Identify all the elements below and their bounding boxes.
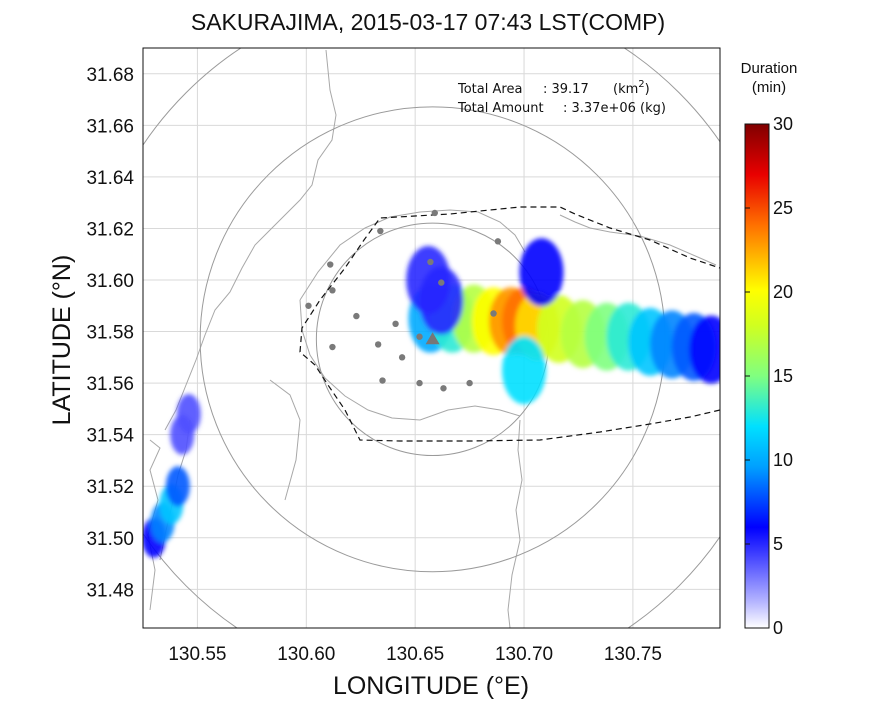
station-marker (379, 377, 386, 384)
area-unit-sup: 2 (638, 79, 644, 90)
total-area-value: : 39.17 (543, 82, 589, 97)
total-amount-label: Total Amount (457, 101, 544, 116)
x-tick-label: 130.60 (277, 644, 335, 665)
station-marker (427, 258, 434, 266)
ash-cell (519, 238, 564, 307)
colorbar-tick-label: 30 (773, 114, 793, 134)
area-unit-post: ) (645, 82, 650, 97)
station-marker (416, 333, 423, 340)
colorbar-tick-label: 5 (773, 534, 783, 554)
colorbar-unit: (min) (752, 79, 786, 96)
station-marker (490, 310, 497, 317)
x-tick-label: 130.70 (495, 644, 553, 665)
total-area-label: Total Area (457, 82, 522, 97)
map-layer (143, 48, 720, 628)
colorbar-tick-label: 10 (773, 450, 793, 470)
y-tick-label: 31.64 (86, 168, 134, 189)
ash-cell (689, 315, 720, 384)
station-marker (416, 379, 423, 387)
colorbar-tick-label: 0 (773, 618, 783, 638)
y-tick-label: 31.50 (86, 529, 134, 550)
station-marker (329, 287, 336, 294)
station-marker (377, 227, 384, 235)
y-tick-label: 31.54 (86, 426, 134, 447)
y-tick-label: 31.60 (86, 271, 134, 292)
ash-plume-southwest (143, 394, 201, 558)
station-marker (353, 312, 360, 320)
total-area-annotation: Total Area : 39.17 (km2) (457, 79, 650, 97)
total-amount-value: : 3.37e+06 (563, 101, 636, 116)
x-tick-label: 130.55 (168, 644, 226, 665)
plot-frame (142, 47, 721, 629)
station-marker (329, 343, 336, 351)
y-tick-label: 31.66 (86, 116, 134, 137)
y-tick-label: 31.52 (86, 477, 134, 498)
colorbar-tick-label: 15 (773, 366, 793, 386)
total-area-unit: (km2) (613, 79, 650, 97)
ash-cell (176, 394, 201, 435)
x-axis-title: LONGITUDE (°E) (333, 672, 529, 700)
station-marker (398, 354, 406, 361)
ash-cell (165, 466, 190, 507)
colorbar-title: Duration (741, 60, 798, 77)
x-tick-labels: 130.55 130.60 130.65 130.70 130.75 (168, 644, 662, 665)
station-marker (494, 238, 502, 245)
y-axis-title: LATITUDE (°N) (48, 255, 76, 426)
y-tick-label: 31.68 (86, 65, 134, 86)
station-marker (466, 379, 473, 387)
y-tick-label: 31.56 (86, 374, 134, 395)
boundary-dashed-line (299, 206, 720, 442)
y-tick-label: 31.48 (86, 580, 134, 601)
x-tick-label: 130.75 (604, 644, 662, 665)
x-tick-label: 130.65 (386, 644, 444, 665)
colorbar-tick-label: 20 (773, 282, 793, 302)
station-marker (392, 320, 399, 328)
ash-plumes (143, 238, 720, 558)
station-marker (327, 261, 334, 268)
chart-title: SAKURAJIMA, 2015-03-17 07:43 LST(COMP) (191, 9, 665, 35)
ash-plume-main (406, 238, 720, 405)
stations (305, 209, 502, 392)
ash-cell (406, 246, 451, 314)
station-marker (440, 385, 447, 392)
y-tick-label: 31.58 (86, 323, 134, 344)
station-marker (431, 209, 438, 217)
y-tick-label: 31.62 (86, 219, 134, 240)
total-amount-annotation: Total Amount : 3.37e+06 (kg) (457, 101, 666, 116)
area-unit-pre: (km (613, 82, 638, 97)
station-marker (438, 279, 445, 286)
station-marker (374, 341, 382, 348)
station-marker (305, 302, 312, 309)
colorbar-tick-labels: 0 5 10 15 20 25 30 (745, 114, 793, 638)
total-amount-unit: (kg) (640, 101, 666, 116)
ash-cell (502, 336, 547, 405)
vent-triangle (425, 332, 440, 345)
vent-marker (425, 332, 440, 345)
y-tick-labels: 31.48 31.50 31.52 31.54 31.56 31.58 31.60 31.62… (86, 65, 134, 602)
colorbar-tick-label: 25 (773, 198, 793, 218)
